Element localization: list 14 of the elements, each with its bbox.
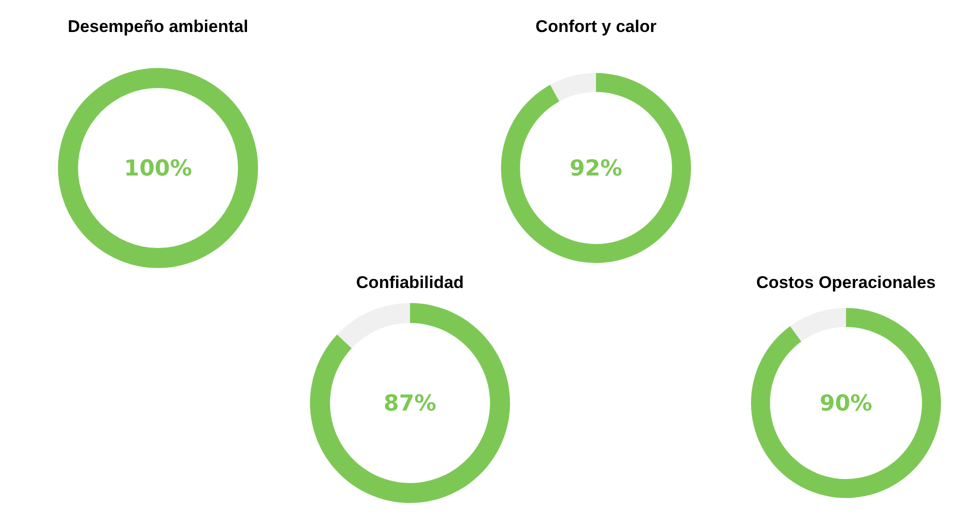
donut-slice	[501, 73, 691, 263]
chart-title: Confiabilidad	[356, 273, 464, 292]
donut-slice	[790, 308, 846, 342]
data-label: 100%	[124, 156, 192, 182]
data-label: 92%	[570, 156, 622, 182]
donut-slice	[337, 303, 410, 348]
data-label: 90%	[820, 392, 872, 417]
chart-title: Confort y calor	[536, 17, 657, 36]
chart-title: Desempeño ambiental	[68, 17, 248, 36]
chart-title: Costos Operacionales	[756, 273, 936, 292]
data-label: 87%	[384, 392, 436, 417]
donut-slice	[310, 303, 510, 503]
donut-slice	[751, 308, 941, 498]
donut-slice	[550, 73, 596, 102]
